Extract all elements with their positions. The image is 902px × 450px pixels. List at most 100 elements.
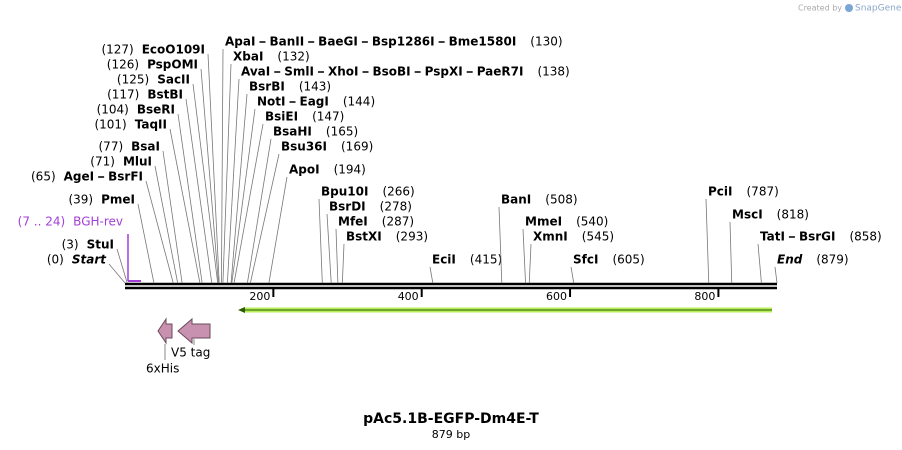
site-label: Bpu10I (266) <box>321 185 415 199</box>
site-leader <box>335 228 339 284</box>
site-label: BsaHI (165) <box>273 125 358 139</box>
site-label: SfcI (605) <box>573 253 645 267</box>
site-label: ApoI (194) <box>289 163 366 177</box>
site-label: MscI (818) <box>732 208 809 222</box>
site-label: (65) AgeI BsrFI <box>31 170 143 184</box>
enzyme-name: AgeI <box>64 170 94 184</box>
enzyme-name: MfeI <box>338 215 368 229</box>
site-label: (0) Start <box>47 253 107 267</box>
enzyme-name: PspXI <box>425 65 463 79</box>
site-label: AvaI SmlI XhoI BsoBI PspXI PaeR7I (138) <box>241 65 570 79</box>
site-leader <box>207 53 220 284</box>
site-position: (818) <box>777 208 809 222</box>
enzyme-name: Bme1580I <box>449 35 517 49</box>
site-position: (278) <box>380 200 412 214</box>
credit-brand: SnapGene <box>855 4 902 14</box>
site-label: BanI (508) <box>501 193 578 207</box>
enzyme-name: MluI <box>123 155 152 169</box>
site-leader <box>185 98 213 284</box>
enzyme-name: MmeI <box>525 215 562 229</box>
site-leader <box>528 243 532 284</box>
map-title: pAc5.1B-EGFP-Dm4E-T <box>363 411 539 427</box>
site-leader <box>729 221 733 284</box>
site-leader <box>200 68 219 284</box>
site-leader <box>116 248 128 284</box>
enzyme-name: TatI <box>760 230 785 244</box>
enzyme-name: BstBI <box>147 88 183 102</box>
site-label: MfeI (287) <box>338 215 414 229</box>
site-position: (169) <box>341 140 373 154</box>
site-label: (77) BsaI <box>99 140 161 154</box>
site-leader <box>231 108 256 284</box>
enzyme-name: TaqII <box>135 118 167 132</box>
site-label: (71) MluI <box>90 155 152 169</box>
site-leader <box>230 93 248 284</box>
credit-logo <box>845 4 853 12</box>
enzyme-name: BsrFI <box>108 170 143 184</box>
enzyme-name: BanI <box>501 193 531 207</box>
enzyme-name: Bpu10I <box>321 185 368 199</box>
enzyme-name: NotI <box>257 95 286 109</box>
enzyme-name: Bsu36I <box>281 140 327 154</box>
site-label: (101) TaqII <box>94 118 167 132</box>
enzyme-name: EcoO109I <box>142 43 205 57</box>
site-leader <box>522 228 526 284</box>
site-position: (879) <box>816 253 848 267</box>
enzyme-name: MscI <box>732 208 763 222</box>
site-leader <box>705 198 710 284</box>
feature-arrowhead <box>238 307 245 313</box>
site-position: (144) <box>343 95 375 109</box>
ruler-label: 200 <box>249 290 270 303</box>
enzyme-name: BsrBI <box>249 80 285 94</box>
site-label: (127) EcoO109I <box>101 43 205 57</box>
site-position: (0) <box>47 253 64 267</box>
site-leader <box>757 243 762 284</box>
site-label: (125) SacII <box>117 73 190 87</box>
site-label: PciI (787) <box>708 185 779 199</box>
enzyme-name: ApoI <box>289 163 320 177</box>
enzyme-name: BsaHI <box>273 125 312 139</box>
feature-label: V5 tag <box>171 346 210 360</box>
map-length: 879 bp <box>432 428 470 441</box>
site-position: (858) <box>849 230 881 244</box>
site-label: (126) PspOMI <box>107 58 198 72</box>
enzyme-name: BGH-rev <box>73 215 123 229</box>
site-leader <box>326 213 332 284</box>
v5-tag-arrow <box>177 317 211 345</box>
site-position: (540) <box>576 215 608 229</box>
site-label: (39) PmeI <box>68 193 135 207</box>
site-label: BsiEI (147) <box>265 110 344 124</box>
site-position: (508) <box>545 193 577 207</box>
site-label: BsrDI (278) <box>329 200 412 214</box>
site-label: (3) StuI <box>62 238 114 252</box>
site-label: MmeI (540) <box>525 215 608 229</box>
site-leader <box>498 206 503 284</box>
site-leader <box>192 83 219 284</box>
enzyme-name: BsaI <box>131 140 160 154</box>
site-leader <box>570 266 575 284</box>
site-position: (130) <box>530 35 562 49</box>
site-leader <box>154 165 179 284</box>
site-leader <box>226 78 240 284</box>
enzyme-name: End <box>777 253 803 267</box>
site-position: (143) <box>299 80 331 94</box>
site-leader <box>249 153 280 284</box>
enzyme-name: EciI <box>432 253 456 267</box>
site-leader <box>429 266 434 284</box>
credit-prefix: Created by <box>798 4 842 13</box>
site-label: TatI BsrGI (858) <box>760 230 882 244</box>
site-position: (3) <box>62 238 79 252</box>
site-leader <box>137 203 155 284</box>
site-position: (415) <box>470 253 502 267</box>
site-position: (71) <box>90 155 115 169</box>
site-position: (126) <box>107 58 139 72</box>
site-position: (287) <box>382 215 414 229</box>
enzyme-name: BsiEI <box>265 110 298 124</box>
enzyme-name: SfcI <box>573 253 598 267</box>
enzyme-name: PspOMI <box>147 58 198 72</box>
enzyme-name: BanII <box>269 35 304 49</box>
enzyme-name: BsrGI <box>799 230 836 244</box>
site-label: Bsu36I (169) <box>281 140 373 154</box>
site-position: (65) <box>31 170 56 184</box>
